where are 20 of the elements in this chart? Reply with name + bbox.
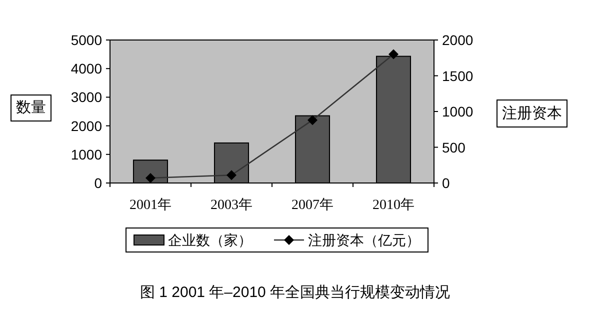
legend-label: 企业数（家） (168, 233, 252, 249)
y-axis-title: 数量 (16, 100, 46, 116)
y-tick-label: 4000 (70, 60, 102, 77)
legend-label: 注册资本（亿元） (308, 233, 420, 249)
x-tick-label: 2001年 (130, 197, 172, 213)
x-tick-label: 2003年 (210, 197, 252, 213)
x-tick-label: 2010年 (372, 197, 414, 213)
y-tick-label: 3000 (70, 89, 102, 106)
x-tick-label: 2007年 (292, 197, 334, 213)
text: 图 1 2001 年–2010 年全国典当行规模变动情况 (140, 284, 450, 301)
y-tick-label: 2000 (70, 118, 102, 134)
y-tick-label: 5000 (70, 32, 102, 48)
y2-tick-label: 500 (442, 139, 466, 156)
y2-tick-label: 0 (442, 175, 450, 191)
y2-tick-label: 1500 (442, 68, 474, 84)
y2-tick-label: 2000 (442, 32, 474, 48)
y2-axis-title: 注册资本 (502, 105, 562, 122)
y2-tick-label: 1000 (442, 104, 474, 120)
y-tick-label: 0 (94, 175, 102, 191)
y-tick-label: 1000 (70, 146, 102, 162)
